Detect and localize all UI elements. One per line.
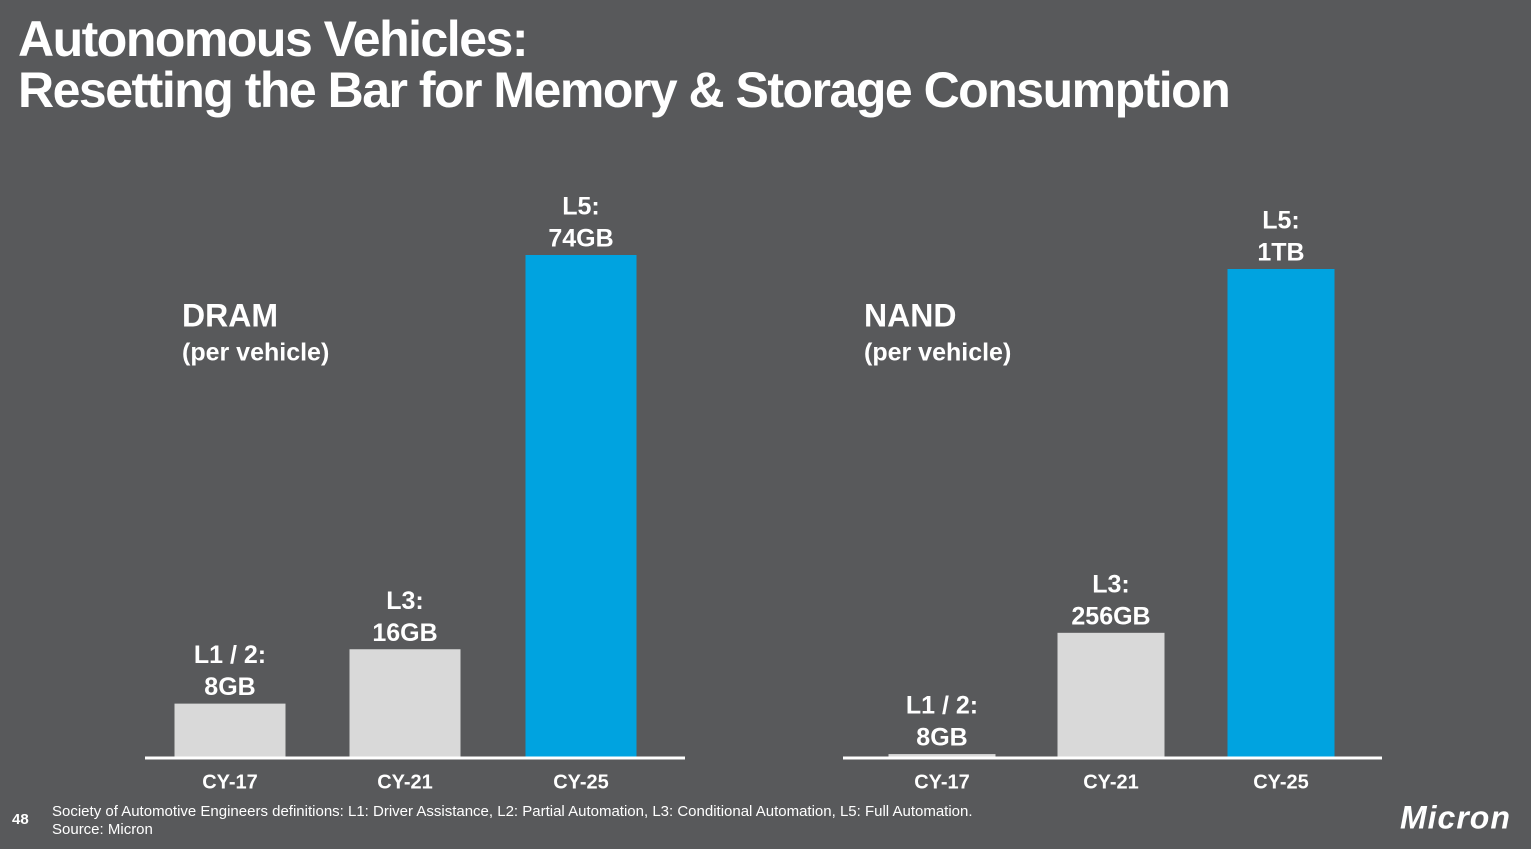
level-label: L3: — [1092, 570, 1130, 598]
x-tick-label: CY-25 — [553, 771, 609, 793]
x-tick-label: CY-25 — [1253, 771, 1309, 793]
value-label: 1TB — [1257, 239, 1304, 267]
value-label: 256GB — [1071, 602, 1150, 630]
level-label: L1 / 2: — [194, 641, 266, 669]
bar — [888, 754, 996, 758]
x-tick-label: CY-17 — [202, 771, 258, 793]
value-label: 8GB — [204, 673, 255, 701]
slide-title: Resetting the Bar for Memory & Storage C… — [18, 62, 1229, 118]
bar — [174, 703, 286, 758]
slide-title: Autonomous Vehicles: — [18, 11, 527, 67]
level-label: L5: — [1262, 207, 1300, 235]
value-label: 74GB — [548, 225, 613, 253]
value-label: 16GB — [372, 619, 437, 647]
footnote: Society of Automotive Engineers definiti… — [52, 803, 973, 820]
bar — [525, 255, 637, 758]
chart-subtitle: (per vehicle) — [182, 339, 329, 367]
page-number: 48 — [12, 811, 29, 828]
level-label: L1 / 2: — [906, 692, 978, 720]
chart-subtitle: (per vehicle) — [864, 339, 1011, 367]
bar — [1057, 632, 1165, 758]
chart-title: DRAM — [182, 297, 278, 333]
x-tick-label: CY-21 — [1083, 771, 1139, 793]
bar — [1227, 269, 1335, 758]
value-label: 8GB — [916, 724, 967, 752]
bar — [349, 649, 461, 758]
level-label: L3: — [386, 587, 424, 615]
x-tick-label: CY-17 — [914, 771, 970, 793]
footnote: Source: Micron — [52, 821, 153, 838]
chart-title: NAND — [864, 297, 956, 333]
logo: Micron — [1400, 799, 1511, 835]
x-tick-label: CY-21 — [377, 771, 433, 793]
level-label: L5: — [562, 193, 600, 221]
